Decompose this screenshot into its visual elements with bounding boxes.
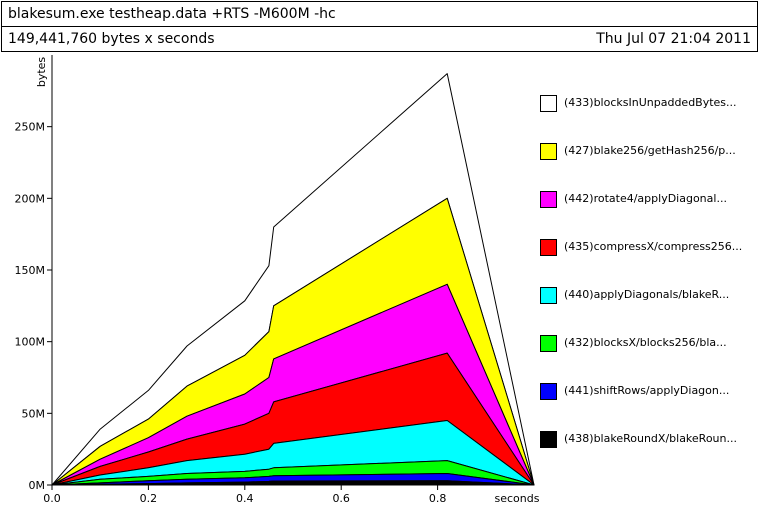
total-bytes-seconds: 149,441,760 bytes x seconds: [8, 31, 215, 47]
x-tick-label: 0.0: [43, 492, 61, 505]
legend-swatch: [540, 143, 557, 160]
legend-swatch: [540, 431, 557, 448]
command-title: blakesum.exe testheap.data +RTS -M600M -…: [8, 6, 336, 22]
x-axis-label: seconds: [495, 492, 540, 505]
legend-label: (441)shiftRows/applyDiagon...: [564, 384, 730, 397]
legend-label: (438)blakeRoundX/blakeRoun...: [564, 432, 737, 445]
y-tick-label: 0M: [29, 479, 46, 492]
legend-label: (432)blocksX/blocks256/bla...: [564, 336, 727, 349]
y-tick-label: 200M: [15, 192, 46, 205]
legend-label: (440)applyDiagonals/blakeR...: [564, 288, 730, 301]
legend-label: (427)blake256/getHash256/p...: [564, 144, 736, 157]
legend-swatch: [540, 287, 557, 304]
legend-label: (442)rotate4/applyDiagonal...: [564, 192, 727, 205]
y-tick-label: 150M: [15, 264, 46, 277]
axes: 0.0 0.2 0.4 0.6 0.8 seconds 0M 50M 100M 150M 200M 2…: [15, 55, 540, 505]
info-bar: 149,441,760 bytes x seconds Thu Jul 07 2…: [1, 26, 758, 52]
title-bar: blakesum.exe testheap.data +RTS -M600M -…: [1, 1, 758, 27]
y-axis-label: bytes: [35, 57, 48, 88]
run-date: Thu Jul 07 21:04 2011: [596, 31, 751, 47]
stacked-areas: [51, 73, 535, 486]
x-tick-label: 0.8: [429, 492, 447, 505]
legend-swatch: [540, 95, 557, 112]
x-tick-label: 0.6: [332, 492, 350, 505]
legend-label: (435)compressX/compress256...: [564, 240, 743, 253]
y-tick-label: 50M: [22, 407, 46, 420]
legend-label: (433)blocksInUnpaddedBytes...: [564, 96, 737, 109]
legend-swatch: [540, 239, 557, 256]
legend-swatch: [540, 335, 557, 352]
y-tick-label: 100M: [15, 336, 46, 349]
legend-swatch: [540, 383, 557, 400]
y-tick-label: 250M: [15, 121, 46, 134]
x-tick-label: 0.2: [140, 492, 158, 505]
legend-swatch: [540, 191, 557, 208]
x-tick-label: 0.4: [236, 492, 254, 505]
